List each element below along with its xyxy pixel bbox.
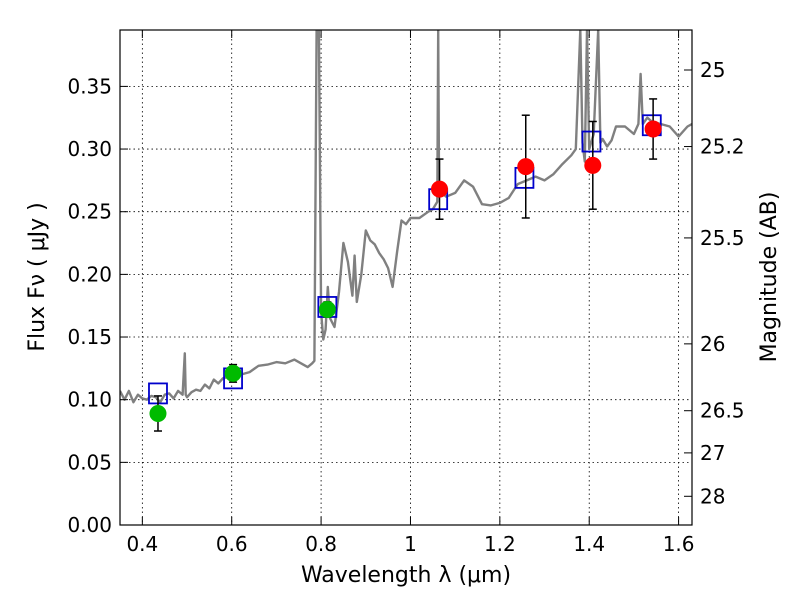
y2-tick-label: 26.5 [700,399,745,423]
nir-photometry-point [584,156,602,174]
y-tick-label: 0.20 [67,262,112,286]
plot-area [120,30,692,525]
y2-tick-label: 26 [700,332,725,356]
plot-frame [119,29,693,526]
optical-photometry-point [149,404,167,422]
y2-tick-label: 27 [700,441,725,465]
plot-content [120,30,692,432]
optical-photometry-point [318,300,336,318]
model-spectrum-line [120,30,692,404]
optical-photometry-point [224,364,242,382]
nir-photometry-point [644,120,662,138]
grid-lines [120,30,692,526]
y-tick-label: 0.10 [67,388,112,412]
y2-tick-label: 25.5 [700,226,745,250]
x-tick-label: 0.8 [305,532,337,556]
axis-ticks: 0.4 0.6 0.8 1 1.2 1.4 1.6 0.00 0.05 0.10 0.15 0.20 0… [67,30,745,556]
x-tick-label: 1.2 [484,532,516,556]
x-tick-label: 1 [404,532,417,556]
y-tick-label: 0.30 [67,137,112,161]
model-photometry-square [581,130,602,153]
y-tick-label: 0.05 [67,450,112,474]
x-axis-label: Wavelength λ (μm) [301,563,511,588]
x-tick-label: 0.4 [126,532,158,556]
x-tick-label: 1.4 [573,532,605,556]
nir-photometry-point [431,180,449,198]
y2-tick-label: 28 [700,484,725,508]
y2-tick-label: 25.2 [700,135,745,159]
y-axis-label: Flux Fν ( μJy ) [25,202,50,351]
y2-axis-label: Magnitude (AB) [757,192,782,363]
x-tick-label: 0.6 [216,532,248,556]
y-tick-label: 0.00 [67,513,112,537]
x-tick-label: 1.6 [663,532,695,556]
nir-photometry-point [517,158,535,176]
y-tick-label: 0.15 [67,325,112,349]
y-tick-label: 0.25 [67,200,112,224]
y2-tick-label: 25 [700,58,725,82]
y-tick-label: 0.35 [67,74,112,98]
